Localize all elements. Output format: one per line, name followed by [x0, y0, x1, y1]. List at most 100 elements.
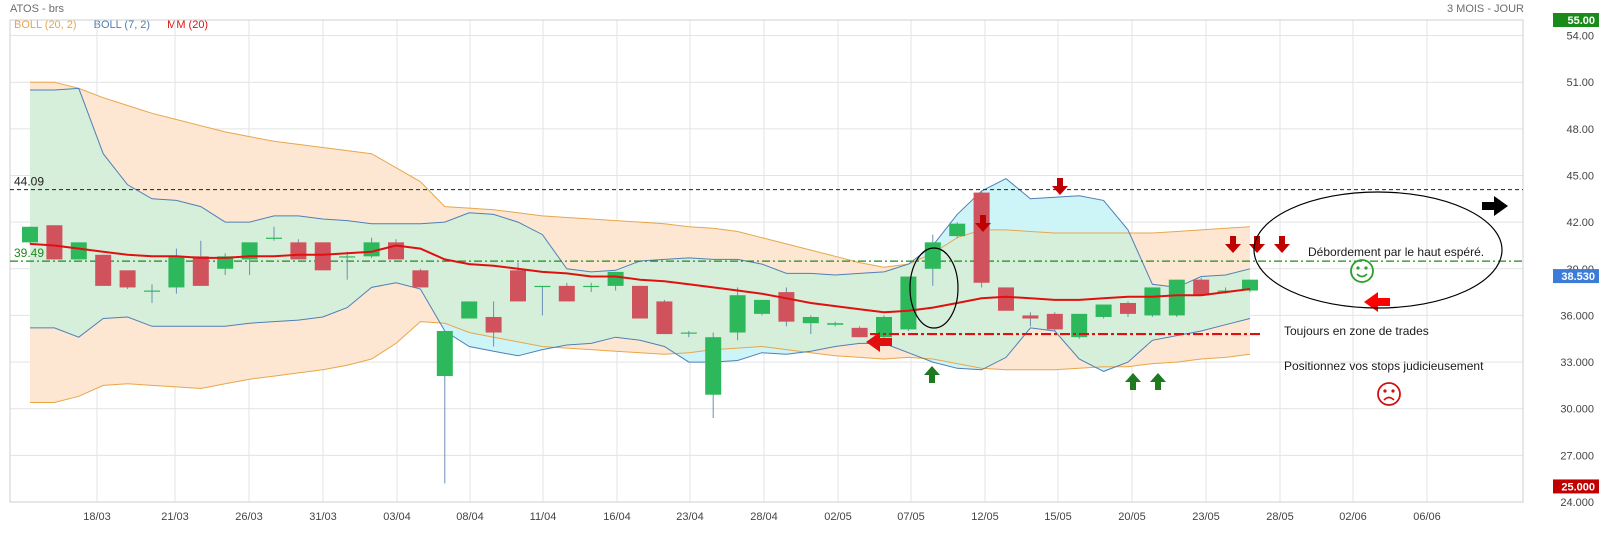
- candle: [436, 330, 453, 484]
- x-tick-label: 21/03: [161, 511, 189, 523]
- candle: [241, 242, 258, 275]
- candle: [192, 240, 209, 286]
- legend-boll20: BOLL (20, 2): [14, 19, 77, 31]
- x-tick-label: 26/03: [235, 511, 263, 523]
- x-tick-label: 07/05: [897, 511, 925, 523]
- candle: [607, 271, 624, 291]
- mm20-line: [29, 242, 1251, 314]
- arrow-down-icon: [1225, 236, 1241, 253]
- candle: [70, 242, 87, 260]
- candle: [1120, 301, 1136, 317]
- candle: [949, 222, 966, 238]
- candle: [485, 301, 502, 347]
- y-tick-label: 27.000: [1560, 450, 1594, 462]
- candle: [266, 226, 282, 241]
- x-tick-label: 11/04: [530, 511, 557, 523]
- arrow-left-icon: [866, 332, 892, 352]
- arrow-left-icon: [1364, 292, 1390, 312]
- candle: [119, 270, 136, 289]
- candle: [95, 254, 112, 286]
- candle: [583, 282, 600, 293]
- x-tick-label: 15/05: [1044, 511, 1072, 523]
- candle: [217, 253, 234, 275]
- arrow-right-icon: [1482, 196, 1508, 216]
- arrow-up-icon: [1125, 373, 1141, 390]
- x-tick-label: 08/04: [456, 511, 484, 523]
- candles: [22, 191, 1258, 484]
- y-tick-label: 24.000: [1560, 497, 1594, 509]
- target-ellipse: [1253, 191, 1503, 309]
- x-tick-label: 28/04: [750, 511, 778, 523]
- highlight-ellipse: [909, 247, 959, 329]
- arrow-down-icon: [1249, 236, 1265, 253]
- y-tick-label: 42.00: [1566, 217, 1594, 229]
- x-tick-label: 02/06: [1339, 511, 1367, 523]
- candle: [1144, 287, 1161, 317]
- period-label[interactable]: 3 MOIS - JOUR: [1446, 3, 1524, 15]
- y-tick-label: 45.00: [1566, 170, 1594, 182]
- level-44-label: 44.09: [14, 175, 44, 189]
- x-tick-label: 06/06: [1413, 511, 1441, 523]
- y-tick-label: 36.000: [1560, 310, 1594, 322]
- svg-text:55.00: 55.00: [1567, 15, 1595, 27]
- candle: [461, 301, 478, 319]
- x-tick-label: 16/04: [603, 511, 631, 523]
- candle: [558, 282, 575, 302]
- arrow-down-icon: [1052, 178, 1068, 195]
- min-price-badge: 25.000: [1553, 479, 1599, 494]
- candle: [1046, 312, 1063, 331]
- x-tick-label: 02/05: [824, 511, 852, 523]
- candle: [705, 332, 722, 419]
- annotation-zone: Toujours en zone de trades: [1284, 324, 1429, 338]
- candle: [900, 276, 917, 331]
- arrow-up-icon: [1150, 373, 1166, 390]
- legend-mm20: MM (20): [167, 19, 209, 31]
- y-tick-label: 30.000: [1560, 404, 1594, 416]
- y-tick-label: 33.000: [1560, 357, 1594, 369]
- candle: [22, 226, 38, 244]
- arrow-down-icon: [1274, 236, 1290, 253]
- chart-title: ATOS - brs: [10, 3, 64, 15]
- x-tick-label: 28/05: [1266, 511, 1294, 523]
- candle: [754, 299, 770, 316]
- candle: [46, 225, 63, 260]
- candle: [656, 299, 673, 335]
- y-tick-label: 51.00: [1566, 77, 1594, 89]
- svg-text:25.000: 25.000: [1561, 481, 1595, 493]
- candle: [534, 285, 551, 316]
- y-tick-label: 48.00: [1566, 124, 1594, 136]
- candle: [778, 287, 795, 327]
- candle: [632, 285, 648, 319]
- candle: [144, 284, 160, 303]
- candle: [1022, 312, 1039, 327]
- candle: [314, 242, 331, 271]
- candle: [1242, 279, 1258, 293]
- legend-boll7: BOLL (7, 2): [93, 19, 151, 31]
- sad-face-icon: [1377, 382, 1401, 406]
- max-price-badge: 55.00: [1553, 13, 1599, 27]
- arrow-down-icon: [975, 215, 991, 232]
- candle: [412, 268, 429, 288]
- candle: [339, 251, 356, 280]
- candle: [802, 315, 819, 335]
- candle: [1095, 304, 1112, 319]
- last-price-badge: 38.530: [1553, 269, 1599, 284]
- candle: [680, 330, 697, 338]
- x-tick-label: 18/03: [83, 511, 111, 523]
- arrow-up-icon: [924, 366, 940, 383]
- candle: [729, 287, 746, 341]
- x-tick-label: 20/05: [1118, 511, 1146, 523]
- x-tick-label: 23/04: [676, 511, 704, 523]
- candle: [973, 191, 990, 288]
- y-tick-label: 54.00: [1566, 31, 1594, 43]
- x-tick-label: 23/05: [1192, 511, 1220, 523]
- candle: [998, 287, 1014, 311]
- annotation-debordement: Débordement par le haut espéré.: [1308, 245, 1484, 259]
- candle: [851, 326, 868, 338]
- boll7-lower: [30, 282, 1251, 372]
- x-tick-label: 03/04: [383, 511, 411, 523]
- boll20-upper: [30, 81, 1251, 268]
- svg-text:38.530: 38.530: [1561, 271, 1595, 283]
- annotation-stops: Positionnez vos stops judicieusement: [1284, 359, 1484, 373]
